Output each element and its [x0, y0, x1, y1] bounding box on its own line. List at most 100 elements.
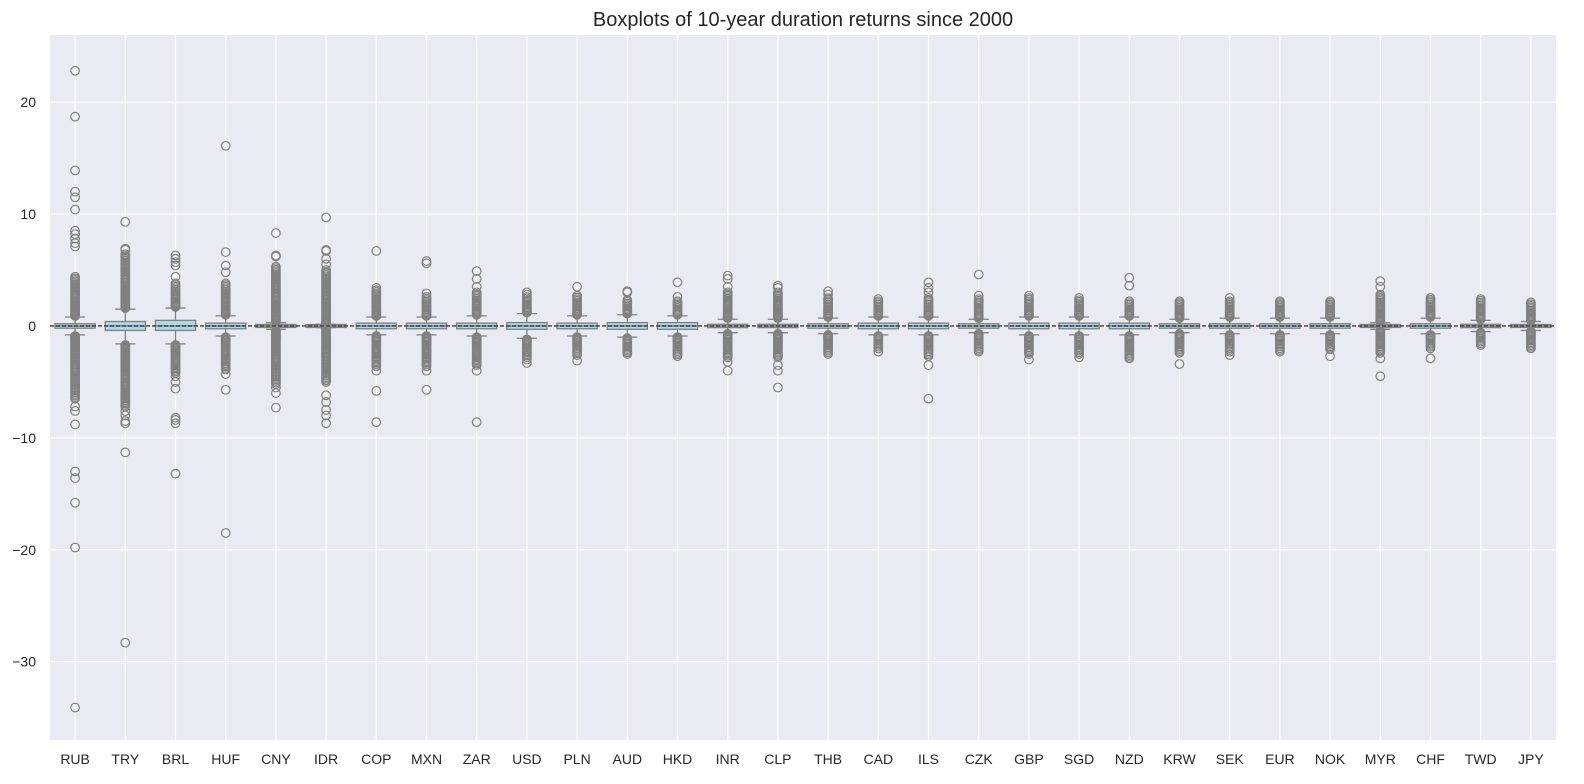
x-tick-label: ZAR: [463, 751, 491, 767]
outlier-point: [70, 165, 80, 176]
outlier-point: [321, 265, 332, 275]
outlier-point: [1124, 353, 1135, 364]
outlier-point: [1074, 349, 1084, 359]
outlier-point: [421, 361, 432, 372]
outlier-point: [70, 702, 80, 713]
outlier-point: [1224, 296, 1235, 307]
outlier-point: [622, 287, 633, 298]
outlier-point: [873, 346, 884, 357]
box-myr: [1359, 276, 1402, 382]
outlier-point: [70, 466, 80, 477]
x-tick-label: SEK: [1216, 751, 1245, 767]
outlier-point: [70, 233, 80, 244]
outlier-point: [220, 267, 231, 278]
outlier-point: [572, 281, 582, 292]
outlier-point: [371, 283, 382, 293]
outlier-point: [471, 287, 482, 298]
outlier-point: [220, 260, 231, 271]
outlier-point: [722, 281, 733, 292]
outlier-point: [271, 402, 281, 413]
x-tick-label: CAD: [864, 751, 894, 767]
outlier-point: [120, 244, 131, 255]
box-thb: [807, 286, 849, 359]
outlier-point: [823, 286, 833, 297]
outlier-point: [170, 415, 181, 425]
outlier-point: [371, 361, 382, 372]
outlier-point: [271, 251, 281, 262]
box-cny: [255, 228, 297, 413]
box-sek: [1208, 293, 1251, 360]
chart-title: Boxplots of 10-year duration returns sin…: [593, 9, 1013, 31]
outlier-point: [722, 352, 733, 363]
outlier-point: [722, 287, 733, 298]
x-tick-label: HUF: [211, 751, 240, 767]
outlier-point: [1023, 349, 1034, 359]
outlier-point: [170, 253, 181, 264]
x-tick-label: CNY: [261, 751, 291, 767]
x-tick-label: CHF: [1416, 751, 1445, 767]
outlier-point: [672, 291, 683, 302]
y-axis: 20 10 0 −10 −20 −30: [12, 94, 36, 670]
outlier-point: [1325, 344, 1335, 355]
outlier-point: [672, 351, 683, 362]
outlier-point: [1375, 371, 1386, 382]
outlier-point: [120, 447, 131, 458]
outlier-point: [70, 65, 80, 76]
outlier-point: [873, 343, 884, 354]
outlier-point: [973, 294, 984, 304]
outlier-point: [873, 294, 884, 304]
outlier-point: [1375, 347, 1386, 358]
outlier-point: [421, 288, 432, 299]
outlier-point: [220, 247, 231, 257]
outlier-point: [1224, 293, 1235, 303]
outlier-point: [1023, 290, 1034, 301]
outlier-point: [70, 241, 80, 252]
outlier-point: [1174, 347, 1185, 358]
outlier-point: [1023, 354, 1034, 365]
outlier-point: [170, 383, 181, 394]
outlier-point: [120, 249, 131, 260]
outlier-point: [1325, 351, 1335, 362]
outlier-point: [773, 360, 783, 371]
y-tick-label: 10: [20, 206, 36, 222]
box-idr: [305, 212, 347, 429]
outlier-point: [1224, 350, 1235, 360]
outlier-point: [170, 377, 181, 387]
outlier-point: [170, 418, 181, 429]
x-tick-label: NZD: [1115, 751, 1144, 767]
outlier-point: [321, 259, 332, 270]
outlier-point: [371, 417, 382, 428]
outlier-point: [321, 390, 332, 401]
outlier-point: [1074, 293, 1084, 303]
outlier-point: [120, 216, 131, 227]
outlier-point: [1525, 343, 1536, 354]
outlier-point: [421, 384, 432, 395]
outlier-point: [1475, 294, 1486, 304]
outlier-point: [1475, 340, 1486, 350]
outlier-point: [923, 277, 934, 288]
outlier-point: [70, 473, 80, 484]
outlier-point: [321, 404, 332, 415]
x-tick-label: COP: [361, 751, 391, 767]
box-jpy: [1510, 297, 1552, 354]
x-tick-label: CLP: [764, 751, 791, 767]
outlier-point: [421, 291, 432, 302]
x-tick-label: USD: [512, 751, 542, 767]
outlier-point: [923, 293, 934, 303]
outlier-point: [120, 406, 131, 416]
outlier-point: [321, 246, 332, 256]
outlier-point: [1375, 281, 1386, 292]
outlier-point: [1425, 293, 1436, 303]
outlier-point: [220, 140, 231, 151]
outlier-point: [773, 352, 783, 363]
outlier-point: [722, 274, 733, 284]
outlier-point: [471, 274, 482, 284]
outlier-point: [321, 377, 332, 387]
outlier-point: [220, 364, 231, 375]
outlier-point: [522, 354, 532, 365]
outlier-point: [271, 388, 281, 398]
outlier-point: [170, 250, 181, 261]
outlier-point: [70, 186, 80, 197]
x-tick-label: CZK: [965, 751, 994, 767]
outlier-point: [973, 269, 984, 280]
